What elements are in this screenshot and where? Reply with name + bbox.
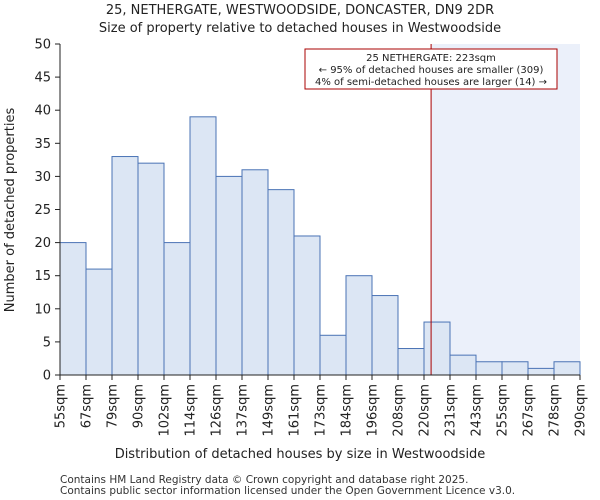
annotation-line-1: 25 NETHERGATE: 223sqm xyxy=(366,53,496,64)
y-axis-label: Number of detached properties xyxy=(3,108,18,313)
chart-title: 25, NETHERGATE, WESTWOODSIDE, DONCASTER,… xyxy=(106,3,494,18)
y-tick-label: 35 xyxy=(34,137,51,152)
x-tick-label: 137sqm xyxy=(236,384,251,437)
y-tick-label: 20 xyxy=(34,236,51,251)
bar-114sqm xyxy=(189,116,217,376)
bar-243sqm xyxy=(475,361,503,376)
y-tick-label: 15 xyxy=(34,269,51,284)
x-tick-label: 67sqm xyxy=(80,384,95,428)
annotation-box xyxy=(304,48,558,90)
bar-267sqm xyxy=(527,367,555,376)
bar-255sqm xyxy=(501,361,529,376)
footer-line-2: Contains public sector information licen… xyxy=(60,485,515,497)
bar-184sqm xyxy=(345,275,373,376)
bar-90sqm xyxy=(137,162,165,376)
y-tick-label: 40 xyxy=(34,104,51,119)
y-tick-label: 25 xyxy=(34,203,51,218)
x-tick-label: 290sqm xyxy=(574,384,589,437)
annotation-line-2: ← 95% of detached houses are smaller (30… xyxy=(319,65,544,76)
x-tick-label: 173sqm xyxy=(314,384,329,437)
x-tick-label: 278sqm xyxy=(548,384,563,437)
bar-173sqm xyxy=(319,334,347,376)
x-tick-label: 231sqm xyxy=(444,384,459,437)
y-tick-label: 10 xyxy=(34,302,51,317)
chart-subtitle: Size of property relative to detached ho… xyxy=(99,21,501,36)
bar-231sqm xyxy=(449,354,477,376)
x-tick-label: 55sqm xyxy=(54,384,69,428)
annotation-line-3: 4% of semi-detached houses are larger (1… xyxy=(315,77,547,88)
x-tick-label: 126sqm xyxy=(210,384,225,437)
x-tick-label: 208sqm xyxy=(392,384,407,437)
bar-102sqm xyxy=(163,242,191,376)
x-tick-label: 243sqm xyxy=(470,384,485,437)
bar-67sqm xyxy=(85,268,113,376)
x-tick-label: 255sqm xyxy=(496,384,511,437)
bar-278sqm xyxy=(553,361,581,376)
y-tick-label: 0 xyxy=(43,369,51,384)
bar-220sqm xyxy=(423,321,451,376)
larger-region-shade xyxy=(431,44,580,375)
x-axis-label: Distribution of detached houses by size … xyxy=(115,447,486,462)
x-tick-label: 161sqm xyxy=(288,384,303,437)
bar-196sqm xyxy=(371,295,399,376)
x-tick-label: 267sqm xyxy=(522,384,537,437)
x-tick-label: 102sqm xyxy=(158,384,173,437)
bar-149sqm xyxy=(267,189,295,376)
y-tick-label: 45 xyxy=(34,71,51,86)
x-tick-label: 114sqm xyxy=(184,384,199,437)
y-ticks-group: 0 5 10 15 20 25 30 35 40 45 50 xyxy=(34,38,60,384)
bar-126sqm xyxy=(215,175,243,376)
x-ticks-group: 55sqm 67sqm 79sqm 90sqm 102sqm 114sqm 126sqm 13… xyxy=(54,375,589,437)
bar-137sqm xyxy=(241,169,269,376)
x-tick-label: 79sqm xyxy=(106,384,121,428)
bar-55sqm xyxy=(59,242,87,376)
bars-group xyxy=(59,116,581,376)
y-tick-label: 50 xyxy=(34,38,51,53)
x-tick-label: 184sqm xyxy=(340,384,355,437)
y-tick-label: 30 xyxy=(34,170,51,185)
x-tick-label: 220sqm xyxy=(418,384,433,437)
bar-208sqm xyxy=(397,348,425,376)
x-tick-label: 196sqm xyxy=(366,384,381,437)
x-tick-label: 149sqm xyxy=(262,384,277,437)
x-tick-label: 90sqm xyxy=(132,384,147,428)
bar-161sqm xyxy=(293,235,321,376)
y-tick-label: 5 xyxy=(43,335,51,350)
footer-line-1: Contains HM Land Registry data © Crown c… xyxy=(60,474,468,486)
bar-79sqm xyxy=(111,156,139,376)
